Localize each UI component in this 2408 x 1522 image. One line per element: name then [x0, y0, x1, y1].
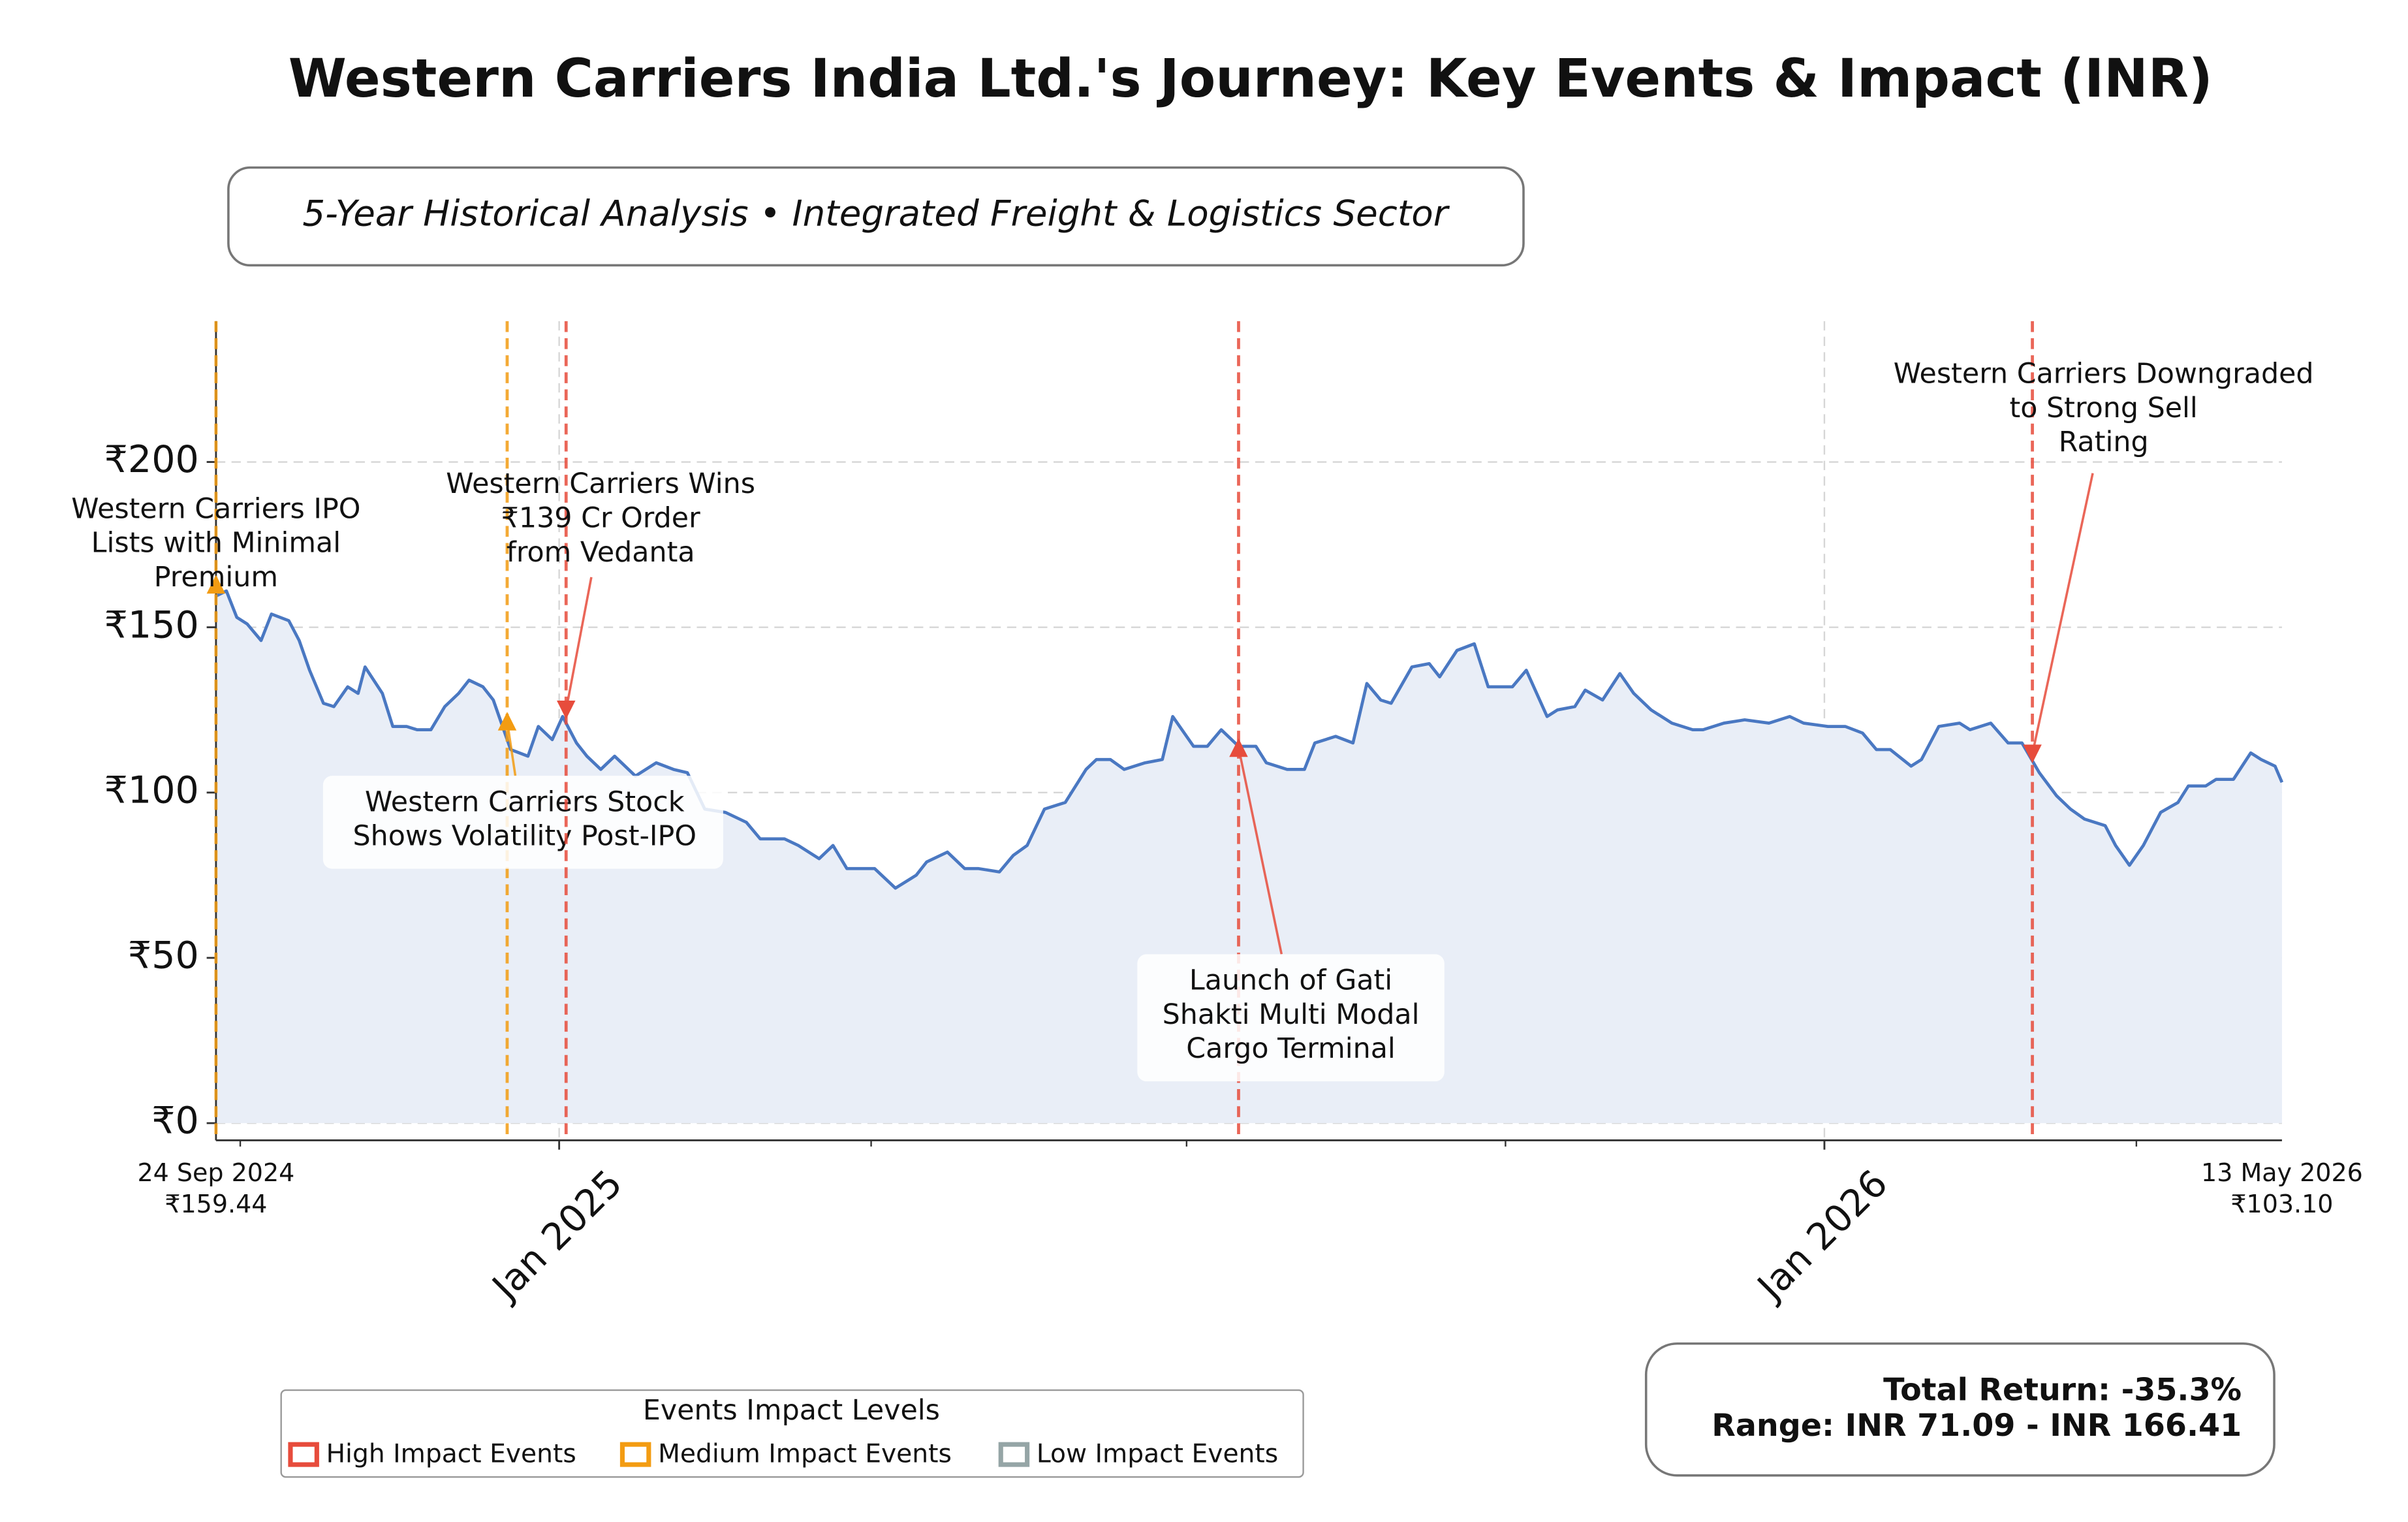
- subtitle: 5-Year Historical Analysis • Integrated …: [302, 192, 1450, 234]
- event-label: Premium: [154, 561, 278, 594]
- legend-label: Medium Impact Events: [658, 1439, 952, 1468]
- event-box: [322, 776, 723, 869]
- stats-text: Total Return: -35.3%: [1883, 1372, 2242, 1408]
- event-arrow: [1237, 747, 1283, 955]
- event-marker: [2023, 744, 2042, 763]
- event-marker: [497, 712, 517, 731]
- endpoint-date: 24 Sep 2024: [137, 1158, 294, 1187]
- chart-title: Western Carriers India Ltd.'s Journey: K…: [289, 48, 2213, 110]
- endpoint-date: 13 May 2026: [2201, 1158, 2363, 1187]
- event-label: Cargo Terminal: [1186, 1032, 1396, 1065]
- y-tick-label: ₹150: [104, 603, 199, 646]
- event-label: Western Carriers Stock: [365, 785, 685, 818]
- event-label: ₹139 Cr Order: [501, 502, 700, 535]
- legend-swatch: [998, 1442, 1030, 1467]
- y-tick-label: ₹50: [128, 934, 199, 977]
- event-label: from Vedanta: [507, 536, 695, 569]
- event-arrow: [565, 577, 593, 710]
- legend-label: Low Impact Events: [1037, 1439, 1278, 1468]
- y-tick-label: ₹200: [104, 438, 199, 481]
- subtitle-box: [227, 166, 1525, 267]
- legend-title: Events Impact Levels: [643, 1394, 940, 1427]
- x-tick-label: Jan 2025: [483, 1162, 631, 1309]
- legend-box: [280, 1389, 1304, 1478]
- endpoint-price: ₹103.10: [2230, 1190, 2333, 1218]
- endpoint-price: ₹159.44: [164, 1190, 267, 1218]
- event-label: Shows Volatility Post-IPO: [352, 820, 696, 853]
- y-tick-label: ₹100: [104, 769, 199, 812]
- event-label: Shakti Multi Modal: [1163, 998, 1420, 1031]
- event-label: to Strong Sell: [2010, 392, 2198, 424]
- event-marker: [556, 701, 576, 720]
- legend-swatch: [288, 1442, 319, 1467]
- event-label: Western Carriers IPO: [71, 492, 360, 525]
- legend-swatch: [619, 1442, 651, 1467]
- event-label: Lists with Minimal: [91, 527, 341, 560]
- stats-text: Range: INR 71.09 - INR 166.41: [1712, 1408, 2242, 1444]
- x-tick-label: Jan 2026: [1748, 1162, 1896, 1309]
- event-arrow: [2031, 473, 2094, 754]
- stats-box: [1644, 1342, 2275, 1477]
- event-label: Launch of Gati: [1189, 964, 1392, 997]
- event-box: [1137, 954, 1445, 1082]
- event-label: Western Carriers Wins: [446, 468, 755, 500]
- event-label: Western Carriers Downgraded: [1894, 358, 2314, 390]
- y-tick-label: ₹0: [151, 1100, 199, 1143]
- event-marker: [206, 575, 226, 594]
- price-line: [215, 589, 2284, 890]
- event-label: Rating: [2059, 426, 2149, 458]
- event-marker: [1229, 738, 1248, 757]
- legend-label: High Impact Events: [326, 1439, 576, 1468]
